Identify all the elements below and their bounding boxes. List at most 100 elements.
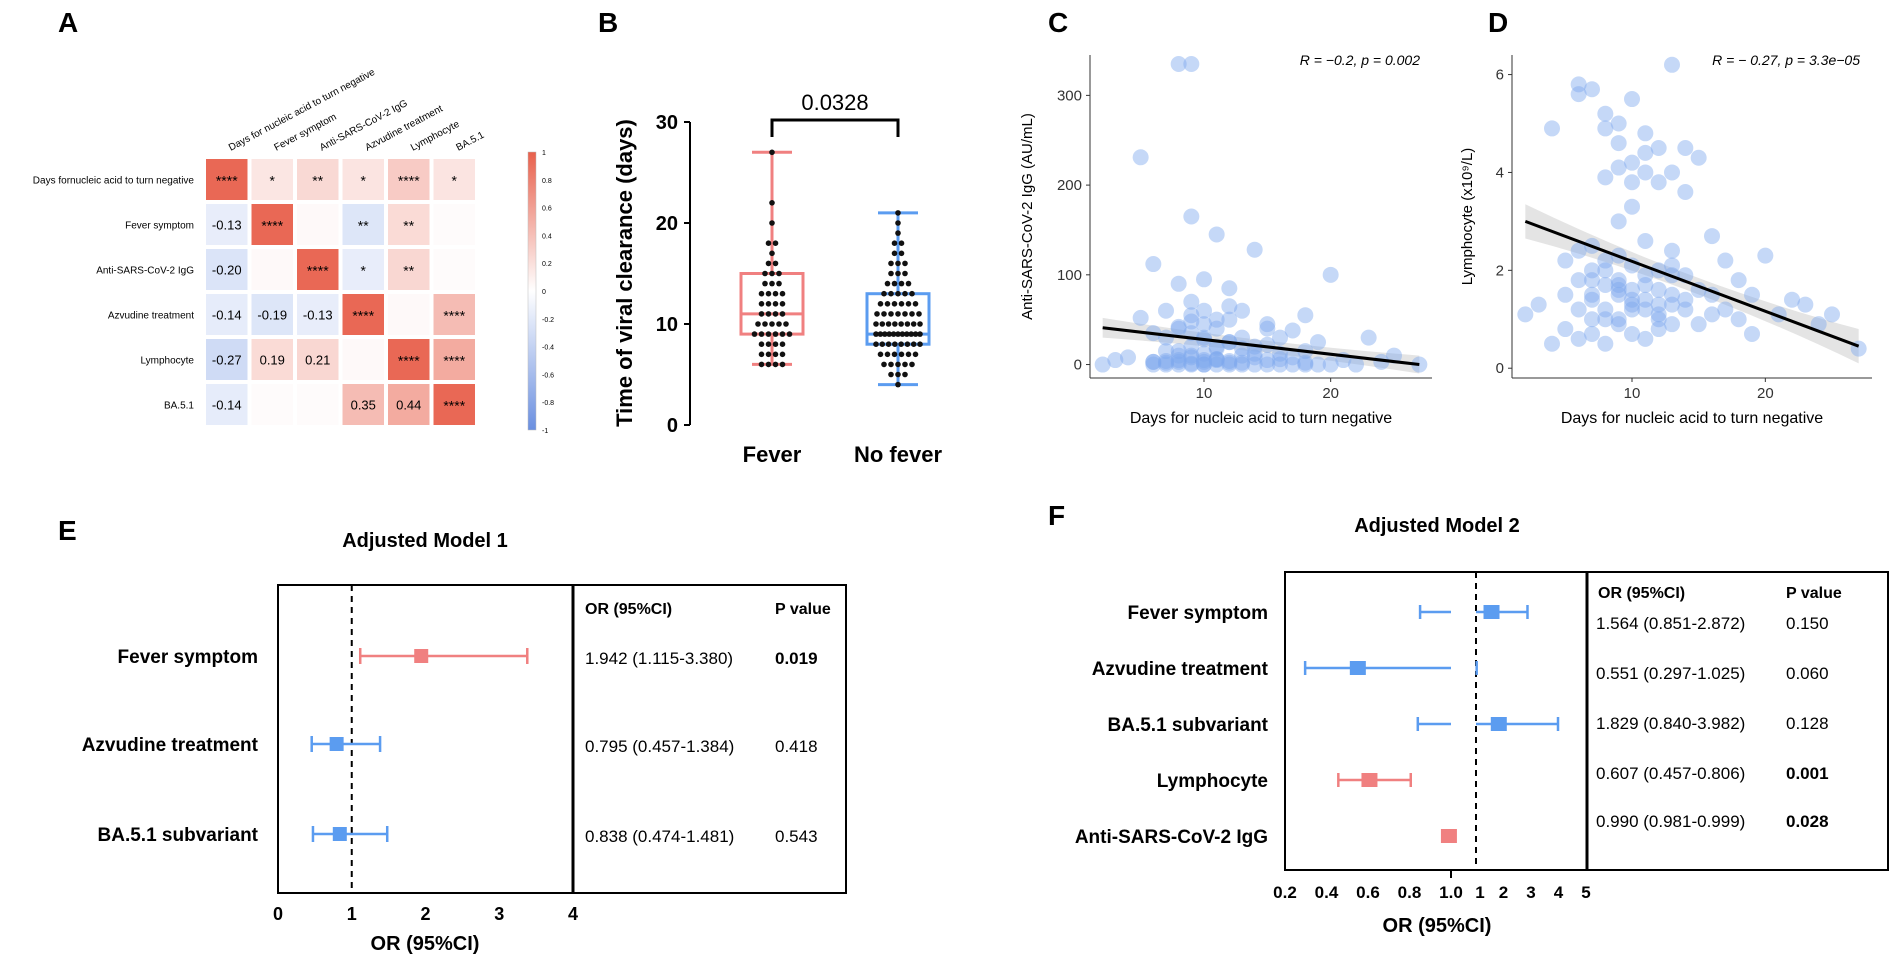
data-point: [898, 301, 905, 307]
scatter-point: [1094, 356, 1111, 373]
or-point: [1483, 605, 1500, 619]
forest-frame: [277, 584, 847, 894]
scatter-point: [1624, 325, 1640, 342]
y-tick-label: 0: [667, 415, 678, 437]
data-point: [895, 260, 901, 267]
scatter-point: [1544, 120, 1560, 137]
colorbar-tick-label: 1: [542, 150, 546, 157]
scatter-point: [1208, 351, 1225, 368]
forest-row-label: Azvudine treatment: [1092, 659, 1269, 680]
heatmap-cell: [388, 249, 430, 290]
heatmap-significance-stars: **: [358, 218, 369, 234]
scatter-point: [1170, 318, 1187, 335]
scatter-point: [1610, 272, 1627, 289]
colorbar-tick-label: 0.4: [542, 233, 552, 240]
panel-letter-c: C: [1048, 7, 1068, 38]
p-value-text: 0.150: [1786, 614, 1829, 633]
scatter-point: [1677, 291, 1694, 308]
forest-row-label: Fever symptom: [1128, 603, 1268, 624]
scatter-point: [1297, 356, 1314, 373]
scatter-point: [1557, 286, 1574, 303]
scatter-point: [1132, 309, 1149, 326]
data-point: [779, 331, 786, 337]
scatter-point: [1624, 301, 1640, 318]
data-point: [874, 311, 880, 317]
data-point: [902, 311, 908, 317]
data-point: [779, 351, 786, 358]
scatter-point: [1284, 356, 1301, 373]
heatmap-cell: [342, 384, 384, 425]
data-point: [902, 290, 908, 297]
colorbar-tick-label: 0.2: [542, 261, 552, 268]
x-tick-label: 0.6: [1356, 883, 1380, 902]
heatmap-significance-stars: *: [270, 173, 276, 189]
x-tick-label: 1: [347, 904, 357, 924]
data-point: [885, 341, 892, 348]
data-point: [779, 301, 786, 307]
colorbar-tick-label: -0.8: [542, 400, 554, 407]
scatter-point: [1677, 184, 1694, 201]
scatter-point: [1624, 281, 1640, 298]
scatter-point: [1272, 356, 1288, 373]
heatmap-cell: [433, 384, 475, 425]
scatter-point: [1170, 320, 1187, 337]
scatter-point: [1597, 120, 1614, 137]
scatter-point: [1570, 301, 1587, 318]
heatmap-significance-stars: ****: [443, 353, 465, 369]
scatter-point: [1570, 242, 1587, 259]
scatter-point: [1610, 277, 1627, 294]
heatmap-significance-stars: ****: [352, 308, 374, 324]
x-tick-label: 4: [568, 904, 578, 924]
scatter-point: [1664, 164, 1680, 181]
x-tick-label: 0.2: [1273, 883, 1297, 902]
or-ci-text: 0.838 (0.474-1.481): [585, 827, 734, 846]
heatmap-cell: [206, 249, 248, 290]
data-point: [884, 351, 891, 358]
heatmap-cell: [433, 294, 475, 335]
panel-letter-d: D: [1488, 7, 1508, 38]
y-tick-label: 0: [1496, 360, 1504, 377]
data-point: [898, 280, 905, 287]
scatter-point: [1637, 144, 1654, 161]
x-tick-label: 1: [1475, 883, 1484, 902]
x-tick-label: 5: [1581, 883, 1590, 902]
scatter-point: [1690, 316, 1707, 333]
data-point: [877, 331, 884, 337]
panel-c-scatter: 0 100 200 300 10 20 Days for nucleic acid to t…: [1019, 52, 1432, 427]
scatter-point: [1246, 241, 1263, 258]
data-point: [895, 331, 901, 337]
data-point: [895, 290, 901, 297]
scatter-point: [1183, 347, 1200, 364]
scatter-point: [1196, 329, 1212, 346]
scatter-point: [1183, 356, 1200, 373]
colorbar-tick-label: -1: [542, 428, 548, 435]
scatter-point: [1196, 302, 1212, 319]
scatter-point: [1196, 352, 1212, 369]
data-point: [895, 230, 901, 236]
data-point: [779, 290, 786, 297]
data-point: [890, 331, 897, 337]
scatter-point: [1196, 356, 1212, 373]
data-point: [898, 240, 905, 246]
heatmap-row-label: BA.5.1: [164, 401, 194, 412]
or-point: [332, 827, 347, 841]
data-point: [762, 321, 768, 327]
panel-letter-a: A: [58, 7, 78, 38]
scatter-point: [1234, 329, 1250, 346]
or-ci-text: 0.551 (0.297-1.025): [1596, 664, 1745, 683]
heatmap-significance-stars: ****: [398, 173, 420, 189]
p-value-text: 0.543: [775, 827, 818, 846]
y-axis-label: Anti-SARS-CoV-2 IgG (AU/mL): [1019, 113, 1036, 320]
colorbar-tick-label: -0.6: [542, 372, 554, 379]
data-point: [772, 240, 779, 246]
scatter-point: [1196, 271, 1212, 288]
scatter-point: [1650, 296, 1667, 313]
data-point: [885, 321, 892, 327]
scatter-point: [1557, 252, 1574, 269]
scatter-point: [1183, 55, 1200, 72]
data-point: [772, 361, 779, 368]
data-point: [909, 361, 915, 368]
heatmap-col-label: BA.5.1: [454, 130, 486, 154]
scatter-point: [1637, 232, 1654, 249]
x-axis-label: OR (95%CI): [371, 933, 480, 955]
